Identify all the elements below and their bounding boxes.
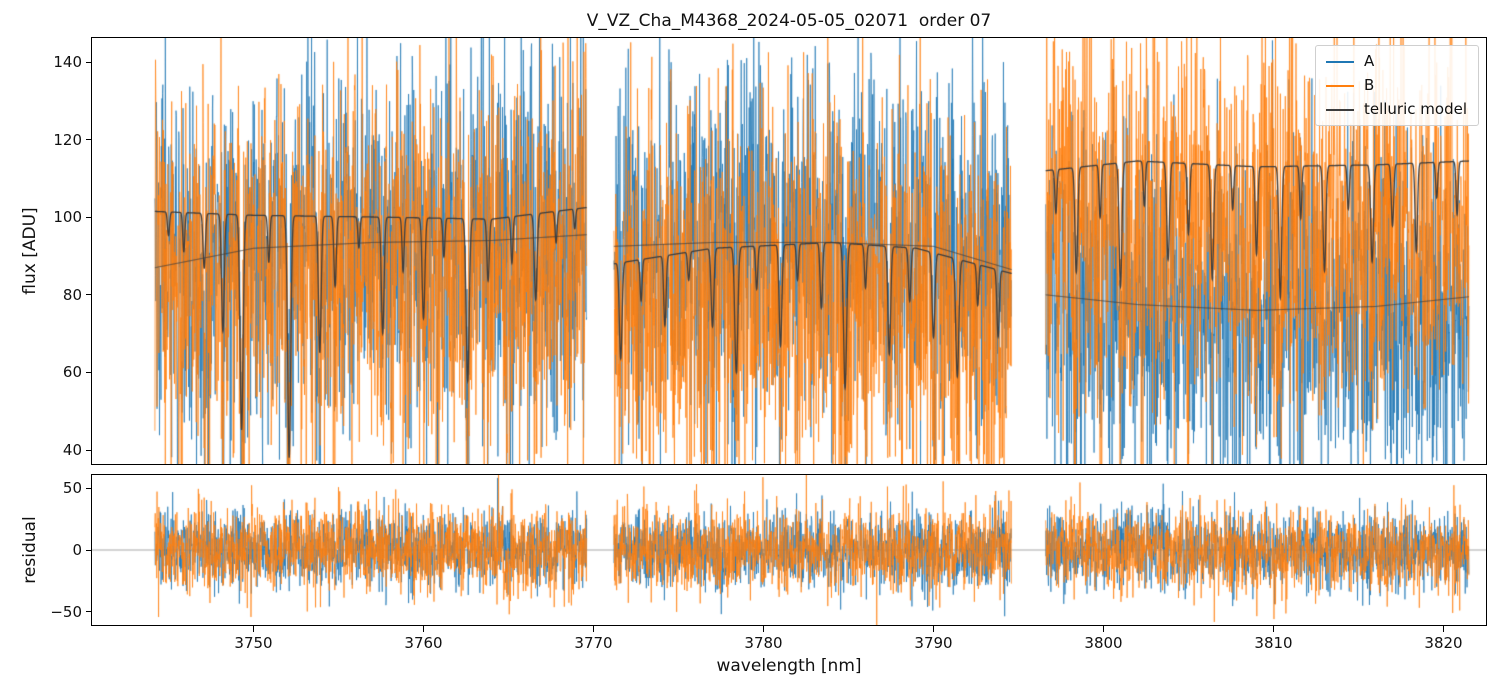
x-tick-label: 3780 [744,634,783,652]
y-tickmark [86,294,92,296]
y-tickmark [86,611,92,613]
residual-axes [91,474,1487,626]
x-tickmark [763,626,764,632]
legend-label: telluric model [1363,100,1467,118]
flux-plot-canvas [92,38,1486,464]
y-tick-label: 50 [62,479,82,498]
y-tick-label: 60 [62,363,82,382]
x-tickmark [253,626,254,632]
legend-line-swatch [1325,108,1354,111]
x-tickmark [933,626,934,632]
y-tickmark [86,449,92,451]
y-tick-label: 40 [62,441,82,460]
x-tickmark [593,626,594,632]
x-tickmark [1273,626,1274,632]
y-tick-label: 0 [72,541,82,559]
y-tickmark [86,61,92,63]
y-tick-label: 140 [53,53,82,72]
y-tick-label: 100 [53,208,82,227]
y-tick-label: −50 [50,602,82,621]
legend-item: A [1325,52,1467,70]
y-tick-label: 120 [53,130,82,149]
y-tickmark [86,216,92,218]
y-tickmark [86,487,92,489]
x-tick-label: 3770 [574,634,613,652]
x-tick-label: 3790 [914,634,953,652]
x-tick-label: 3800 [1084,634,1123,652]
x-tick-label: 3760 [404,634,443,652]
x-tickmark [1443,626,1444,632]
x-axis-label: wavelength [nm] [716,656,862,676]
y-tickmark [86,139,92,141]
x-tickmark [1103,626,1104,632]
y-tickmark [86,549,92,551]
legend-item: telluric model [1325,100,1467,118]
x-tick-label: 3810 [1254,634,1293,652]
legend-item: B [1325,76,1467,94]
chart-title: V_VZ_Cha_M4368_2024-05-05_02071 order 07 [586,11,992,31]
residual-plot-canvas [92,475,1486,625]
x-tickmark [423,626,424,632]
legend-label: A [1363,52,1375,70]
x-tick-label: 3750 [234,634,273,652]
y-tickmark [86,371,92,373]
y-tick-label: 80 [62,285,82,304]
x-tick-label: 3820 [1424,634,1463,652]
legend-line-swatch [1325,84,1354,87]
legend-label: B [1363,76,1375,94]
legend-line-swatch [1325,60,1354,63]
